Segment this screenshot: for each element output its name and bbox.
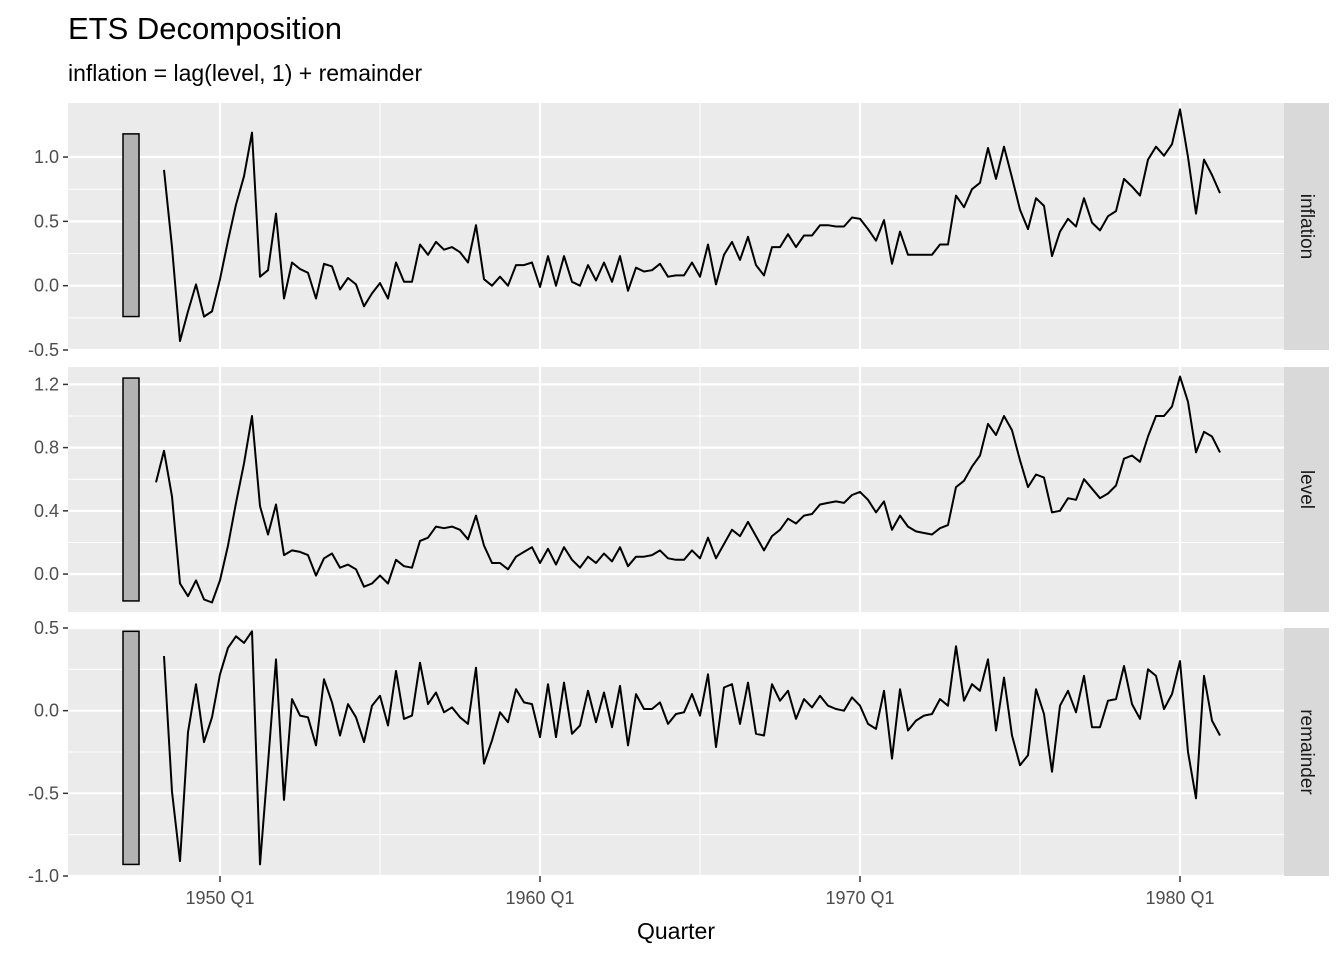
y-tick-label: 0.5 — [34, 211, 59, 231]
y-tick-label: 0.0 — [34, 276, 59, 296]
y-tick-label: 0.5 — [34, 618, 59, 638]
y-tick-label: -1.0 — [28, 866, 59, 886]
series-line-inflation — [163, 108, 1221, 342]
strip-remainder — [1284, 628, 1329, 876]
scale-bar — [122, 630, 140, 866]
x-tick-label: 1960 Q1 — [505, 888, 574, 908]
series-line-remainder — [163, 630, 1221, 866]
y-tick-label: -0.5 — [28, 340, 59, 360]
x-axis-title: Quarter — [637, 918, 715, 944]
strip-label: remainder — [1296, 709, 1317, 795]
panel-remainder: -1.0 -0.5 0.0 0.5 remainder — [28, 618, 1329, 886]
scale-bar — [122, 377, 140, 602]
strip-level — [1284, 367, 1329, 612]
x-tick-label: 1950 Q1 — [185, 888, 254, 908]
scale-bar — [122, 133, 140, 318]
y-tick-label: 0.0 — [34, 564, 59, 584]
chart-title: ETS Decomposition — [68, 11, 342, 46]
panel-inflation: -0.5 0.0 0.5 1.0 inflation — [28, 103, 1329, 360]
strip-inflation — [1284, 103, 1329, 350]
panel-level: 0.0 0.4 0.8 1.2 level — [34, 367, 1329, 612]
chart-subtitle: inflation = lag(level, 1) + remainder — [68, 60, 422, 86]
y-tick-label: 0.0 — [34, 701, 59, 721]
x-tick-label: 1970 Q1 — [825, 888, 894, 908]
y-tick-label: 1.2 — [34, 374, 59, 394]
facet-panels: -0.5 0.0 0.5 1.0 inflation 0.0 0.4 0.8 1.2 level -… — [28, 103, 1329, 886]
strip-label: level — [1296, 470, 1317, 509]
x-tick-label: 1980 Q1 — [1145, 888, 1214, 908]
y-tick-label: 1.0 — [34, 147, 59, 167]
panel-background — [68, 367, 1284, 612]
x-axis: 1950 Q1 1960 Q1 1970 Q1 1980 Q1 — [185, 876, 1215, 908]
y-tick-label: 0.8 — [34, 438, 59, 458]
series-line-level — [155, 375, 1221, 604]
strip-label: inflation — [1296, 194, 1317, 260]
y-tick-label: -0.5 — [28, 783, 59, 803]
panel-background — [68, 103, 1284, 350]
y-tick-label: 0.4 — [34, 501, 59, 521]
